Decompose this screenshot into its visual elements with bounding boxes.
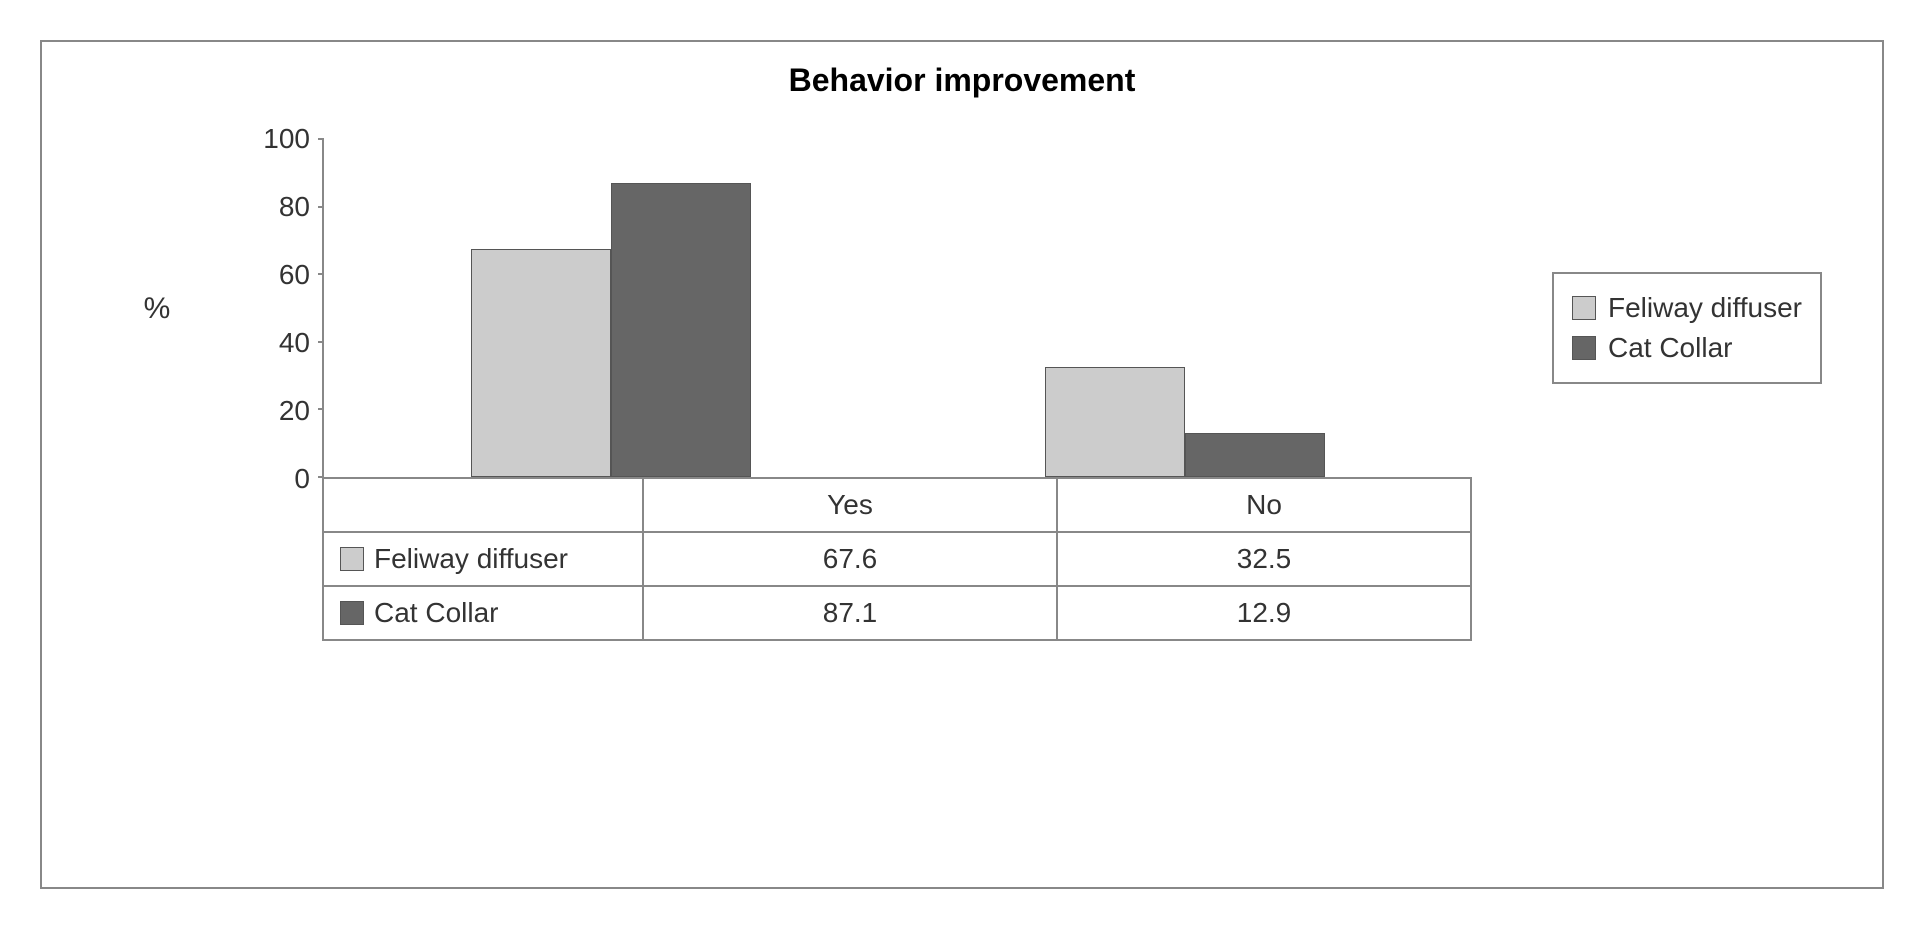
bar bbox=[1185, 433, 1325, 477]
bar bbox=[611, 183, 751, 477]
table-row: Cat Collar 87.112.9 bbox=[324, 587, 1472, 641]
y-tick-label: 20 bbox=[279, 395, 310, 427]
legend-swatch bbox=[1572, 296, 1596, 320]
table-cell: 87.1 bbox=[644, 587, 1058, 639]
table-cell: 67.6 bbox=[644, 533, 1058, 585]
table-column-header: No bbox=[1058, 479, 1472, 531]
legend: Feliway diffuser Cat Collar bbox=[1552, 272, 1822, 384]
y-tick-label: 60 bbox=[279, 259, 310, 291]
bar-group bbox=[898, 139, 1472, 477]
bar bbox=[1045, 367, 1185, 477]
legend-item: Feliway diffuser bbox=[1572, 288, 1802, 328]
bar bbox=[471, 249, 611, 477]
chart-title: Behavior improvement bbox=[42, 62, 1882, 99]
data-table: YesNo Feliway diffuser 67.632.5 Cat Collar 8… bbox=[322, 479, 1472, 641]
y-axis-ticks: 020406080100 bbox=[232, 139, 322, 479]
y-tick-label: 40 bbox=[279, 327, 310, 359]
table-row-header: Feliway diffuser bbox=[324, 533, 644, 585]
legend-label: Feliway diffuser bbox=[1608, 292, 1802, 324]
table-column-header: Yes bbox=[644, 479, 1058, 531]
chart-frame: Behavior improvement % 0 20 40 60 80 100 YesN… bbox=[40, 40, 1884, 889]
row-label: Cat Collar bbox=[374, 597, 498, 629]
y-tick-label: 100 bbox=[263, 123, 310, 155]
y-tick-label: 0 bbox=[294, 463, 310, 495]
row-swatch bbox=[340, 547, 364, 571]
legend-swatch bbox=[1572, 336, 1596, 360]
row-swatch bbox=[340, 601, 364, 625]
plot-area bbox=[322, 139, 1472, 479]
table-row-header: Cat Collar bbox=[324, 587, 644, 639]
bar-group bbox=[324, 139, 898, 477]
row-label: Feliway diffuser bbox=[374, 543, 568, 575]
table-row: Feliway diffuser 67.632.5 bbox=[324, 533, 1472, 587]
y-axis-label: % bbox=[82, 139, 232, 479]
legend-item: Cat Collar bbox=[1572, 328, 1802, 368]
table-corner bbox=[324, 479, 644, 531]
y-tick-label: 80 bbox=[279, 191, 310, 223]
chart-content: % 020406080100 YesNoFeliway diffuser67.6… bbox=[42, 139, 1882, 641]
table-cell: 32.5 bbox=[1058, 533, 1472, 585]
table-cell: 12.9 bbox=[1058, 587, 1472, 639]
legend-label: Cat Collar bbox=[1608, 332, 1732, 364]
